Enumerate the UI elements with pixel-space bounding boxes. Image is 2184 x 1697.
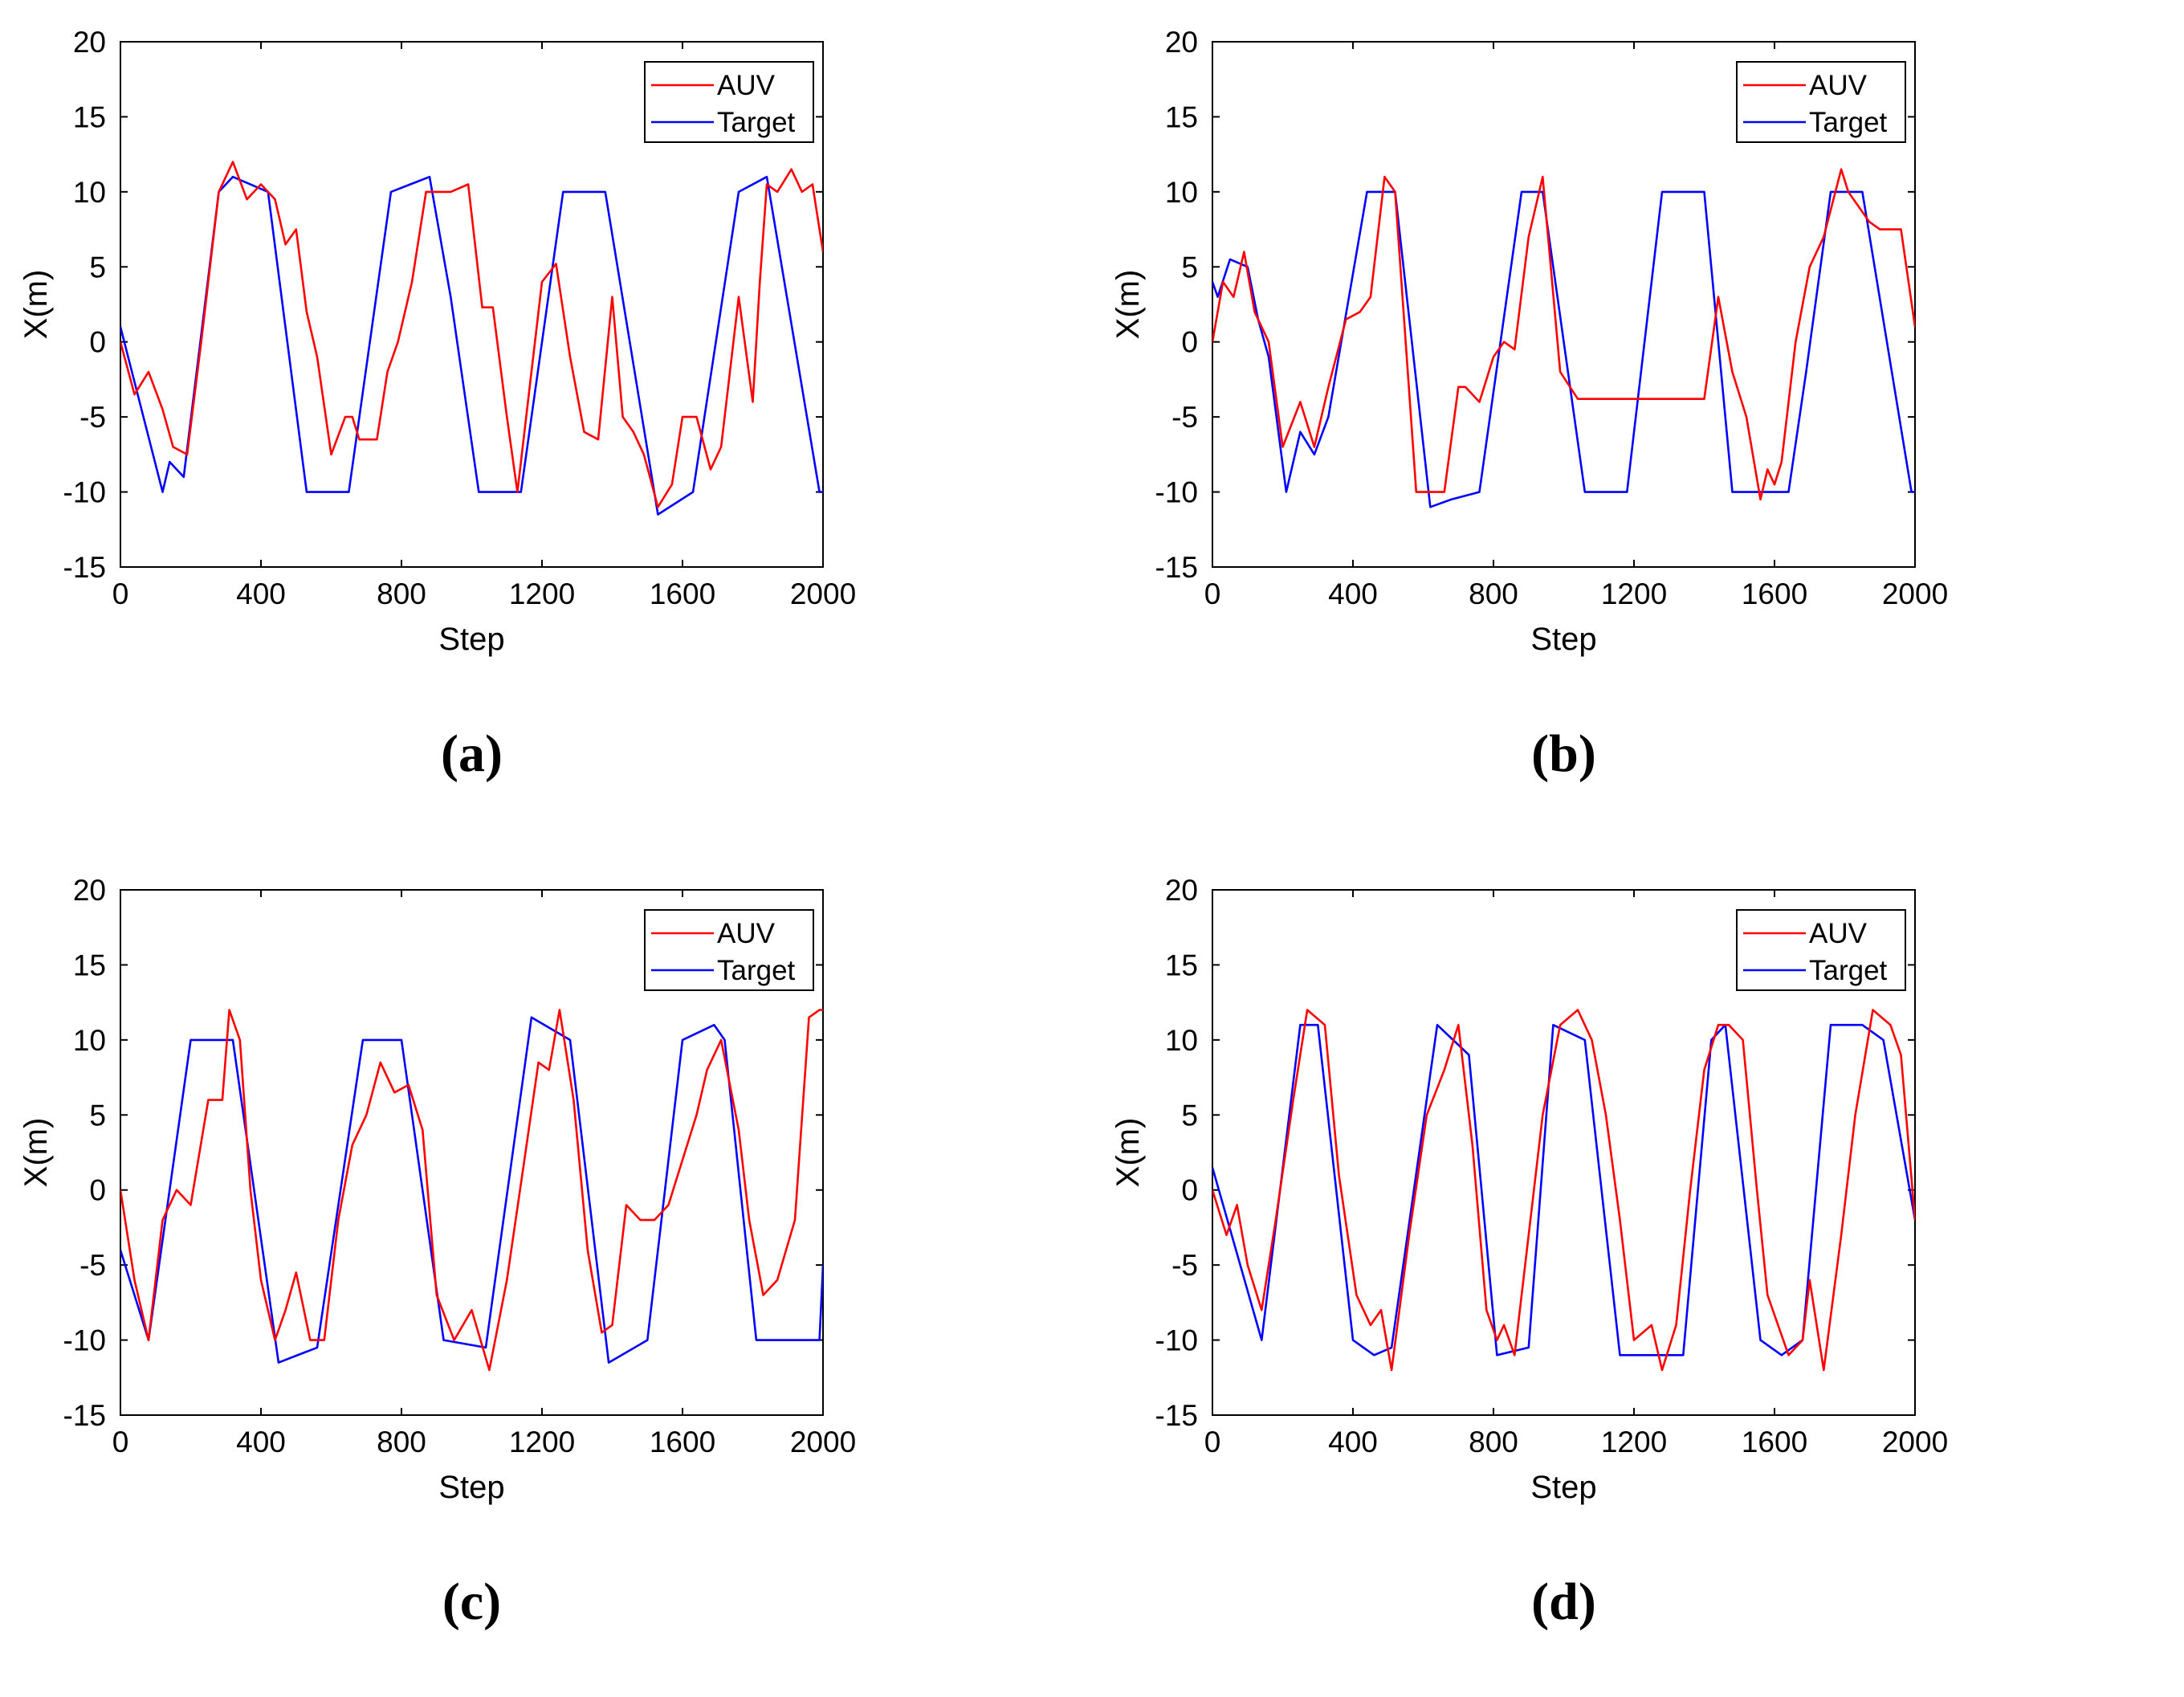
y-tick-label: -15 bbox=[1155, 551, 1198, 584]
x-tick-label: 1600 bbox=[1742, 577, 1807, 610]
chart-svg-b: 0 400 800 1200 1600 2000 20 15 10 5 0 -5 -10 -15 Step X… bbox=[1110, 26, 1948, 783]
y-axis-label: X(m) bbox=[18, 270, 54, 340]
chart-svg-a: 0 400 800 1200 1600 2000 20 15 10 5 0 -5 -10 -15 Step X… bbox=[18, 26, 856, 783]
x-tick-label: 1600 bbox=[650, 577, 715, 610]
x-tick-label: 400 bbox=[1328, 577, 1378, 610]
panel-caption: (d) bbox=[1531, 1573, 1596, 1631]
y-tick-label: -5 bbox=[79, 1249, 106, 1282]
chart-svg-c: 0 400 800 1200 1600 2000 20 15 10 5 0 -5 -10 -15 Step X… bbox=[18, 874, 856, 1631]
y-tick-label: 10 bbox=[73, 1024, 106, 1057]
legend-label-target: Target bbox=[1809, 955, 1888, 986]
chart-svg-d: 0 400 800 1200 1600 2000 20 15 10 5 0 -5 -10 -15 Step X… bbox=[1110, 874, 1948, 1631]
legend-label-auv: AUV bbox=[717, 70, 776, 101]
legend-box bbox=[1736, 909, 1906, 991]
y-tick-label: 5 bbox=[1181, 1099, 1198, 1132]
y-tick-label: -10 bbox=[1155, 1324, 1198, 1357]
y-tick-label: 5 bbox=[89, 1099, 106, 1132]
y-tick-label: 10 bbox=[1165, 176, 1198, 209]
y-tick-label: 20 bbox=[73, 26, 106, 59]
y-tick-label: 15 bbox=[73, 948, 106, 981]
y-tick-label: -5 bbox=[1171, 1249, 1198, 1282]
y-tick-label: 0 bbox=[1181, 326, 1198, 359]
series-line-auv bbox=[1212, 168, 1915, 501]
x-tick-label: 1600 bbox=[1742, 1426, 1807, 1458]
x-tick-label: 0 bbox=[1204, 577, 1221, 610]
x-tick-label: 800 bbox=[1469, 577, 1518, 610]
x-axis-label: Step bbox=[438, 1470, 504, 1505]
series-line-auv bbox=[120, 161, 823, 508]
y-tick-label: 0 bbox=[89, 1174, 106, 1207]
y-axis-label: X(m) bbox=[1110, 270, 1146, 340]
legend-label-auv: AUV bbox=[1809, 918, 1868, 949]
x-tick-label: 2000 bbox=[790, 577, 856, 610]
x-tick-label: 1200 bbox=[509, 577, 575, 610]
y-tick-label: 5 bbox=[1181, 251, 1198, 284]
x-tick-label: 400 bbox=[1328, 1426, 1378, 1458]
x-tick-label: 2000 bbox=[1882, 577, 1948, 610]
x-axis-label: Step bbox=[438, 622, 504, 657]
legend-label-auv: AUV bbox=[1809, 70, 1868, 101]
y-tick-label: 0 bbox=[89, 326, 106, 359]
y-tick-label: 15 bbox=[1165, 100, 1198, 133]
legend-box bbox=[644, 909, 814, 991]
y-tick-label: -5 bbox=[79, 401, 106, 434]
y-axis-label: X(m) bbox=[1110, 1118, 1146, 1188]
y-tick-label: -10 bbox=[1155, 476, 1198, 509]
x-tick-label: 800 bbox=[377, 577, 426, 610]
panel-caption: (c) bbox=[442, 1573, 501, 1631]
panel-caption: (b) bbox=[1531, 724, 1596, 783]
y-tick-label: 20 bbox=[1165, 26, 1198, 59]
series-line-target bbox=[120, 1016, 823, 1364]
y-tick-label: 15 bbox=[1165, 948, 1198, 981]
y-tick-label: 10 bbox=[73, 176, 106, 209]
y-tick-label: 0 bbox=[1181, 1174, 1198, 1207]
x-tick-label: 1600 bbox=[650, 1426, 715, 1458]
series-line-auv bbox=[1212, 1009, 1915, 1372]
y-tick-label: 20 bbox=[1165, 874, 1198, 907]
x-tick-label: 2000 bbox=[1882, 1426, 1948, 1458]
y-tick-label: -15 bbox=[1155, 1399, 1198, 1432]
x-tick-label: 0 bbox=[1204, 1426, 1221, 1458]
chart-panel-d: 0 400 800 1200 1600 2000 20 15 10 5 0 -5 -10 -15 Step X… bbox=[1092, 848, 2184, 1696]
x-tick-label: 2000 bbox=[790, 1426, 856, 1458]
y-tick-label: 15 bbox=[73, 100, 106, 133]
x-tick-label: 1200 bbox=[1601, 577, 1667, 610]
y-tick-label: -5 bbox=[1171, 401, 1198, 434]
y-axis-label: X(m) bbox=[18, 1118, 54, 1188]
x-tick-label: 0 bbox=[112, 577, 129, 610]
legend-box bbox=[644, 61, 814, 143]
x-tick-label: 1200 bbox=[509, 1426, 575, 1458]
legend-label-target: Target bbox=[717, 107, 796, 138]
series-line-auv bbox=[120, 1009, 823, 1372]
x-tick-label: 800 bbox=[377, 1426, 426, 1458]
y-tick-label: -10 bbox=[63, 476, 106, 509]
chart-panel-a: 0 400 800 1200 1600 2000 20 15 10 5 0 -5 -10 -15 Step X… bbox=[0, 0, 1092, 848]
x-tick-label: 1200 bbox=[1601, 1426, 1667, 1458]
legend-label-target: Target bbox=[1809, 107, 1888, 138]
x-axis-label: Step bbox=[1530, 622, 1596, 657]
chart-panel-c: 0 400 800 1200 1600 2000 20 15 10 5 0 -5 -10 -15 Step X… bbox=[0, 848, 1092, 1696]
y-tick-label: 20 bbox=[73, 874, 106, 907]
legend-box bbox=[1736, 61, 1906, 143]
series-line-target bbox=[1212, 190, 1915, 508]
y-tick-label: -15 bbox=[63, 1399, 106, 1432]
y-tick-label: 10 bbox=[1165, 1024, 1198, 1057]
chart-panel-b: 0 400 800 1200 1600 2000 20 15 10 5 0 -5 -10 -15 Step X… bbox=[1092, 0, 2184, 848]
y-tick-label: -15 bbox=[63, 551, 106, 584]
x-tick-label: 400 bbox=[236, 577, 286, 610]
legend-label-target: Target bbox=[717, 955, 796, 986]
x-tick-label: 0 bbox=[112, 1426, 129, 1458]
y-tick-label: 5 bbox=[89, 251, 106, 284]
x-axis-label: Step bbox=[1530, 1470, 1596, 1505]
panel-caption: (a) bbox=[441, 724, 503, 783]
y-tick-label: -10 bbox=[63, 1324, 106, 1357]
x-tick-label: 800 bbox=[1469, 1426, 1518, 1458]
legend-label-auv: AUV bbox=[717, 918, 776, 949]
x-tick-label: 400 bbox=[236, 1426, 286, 1458]
